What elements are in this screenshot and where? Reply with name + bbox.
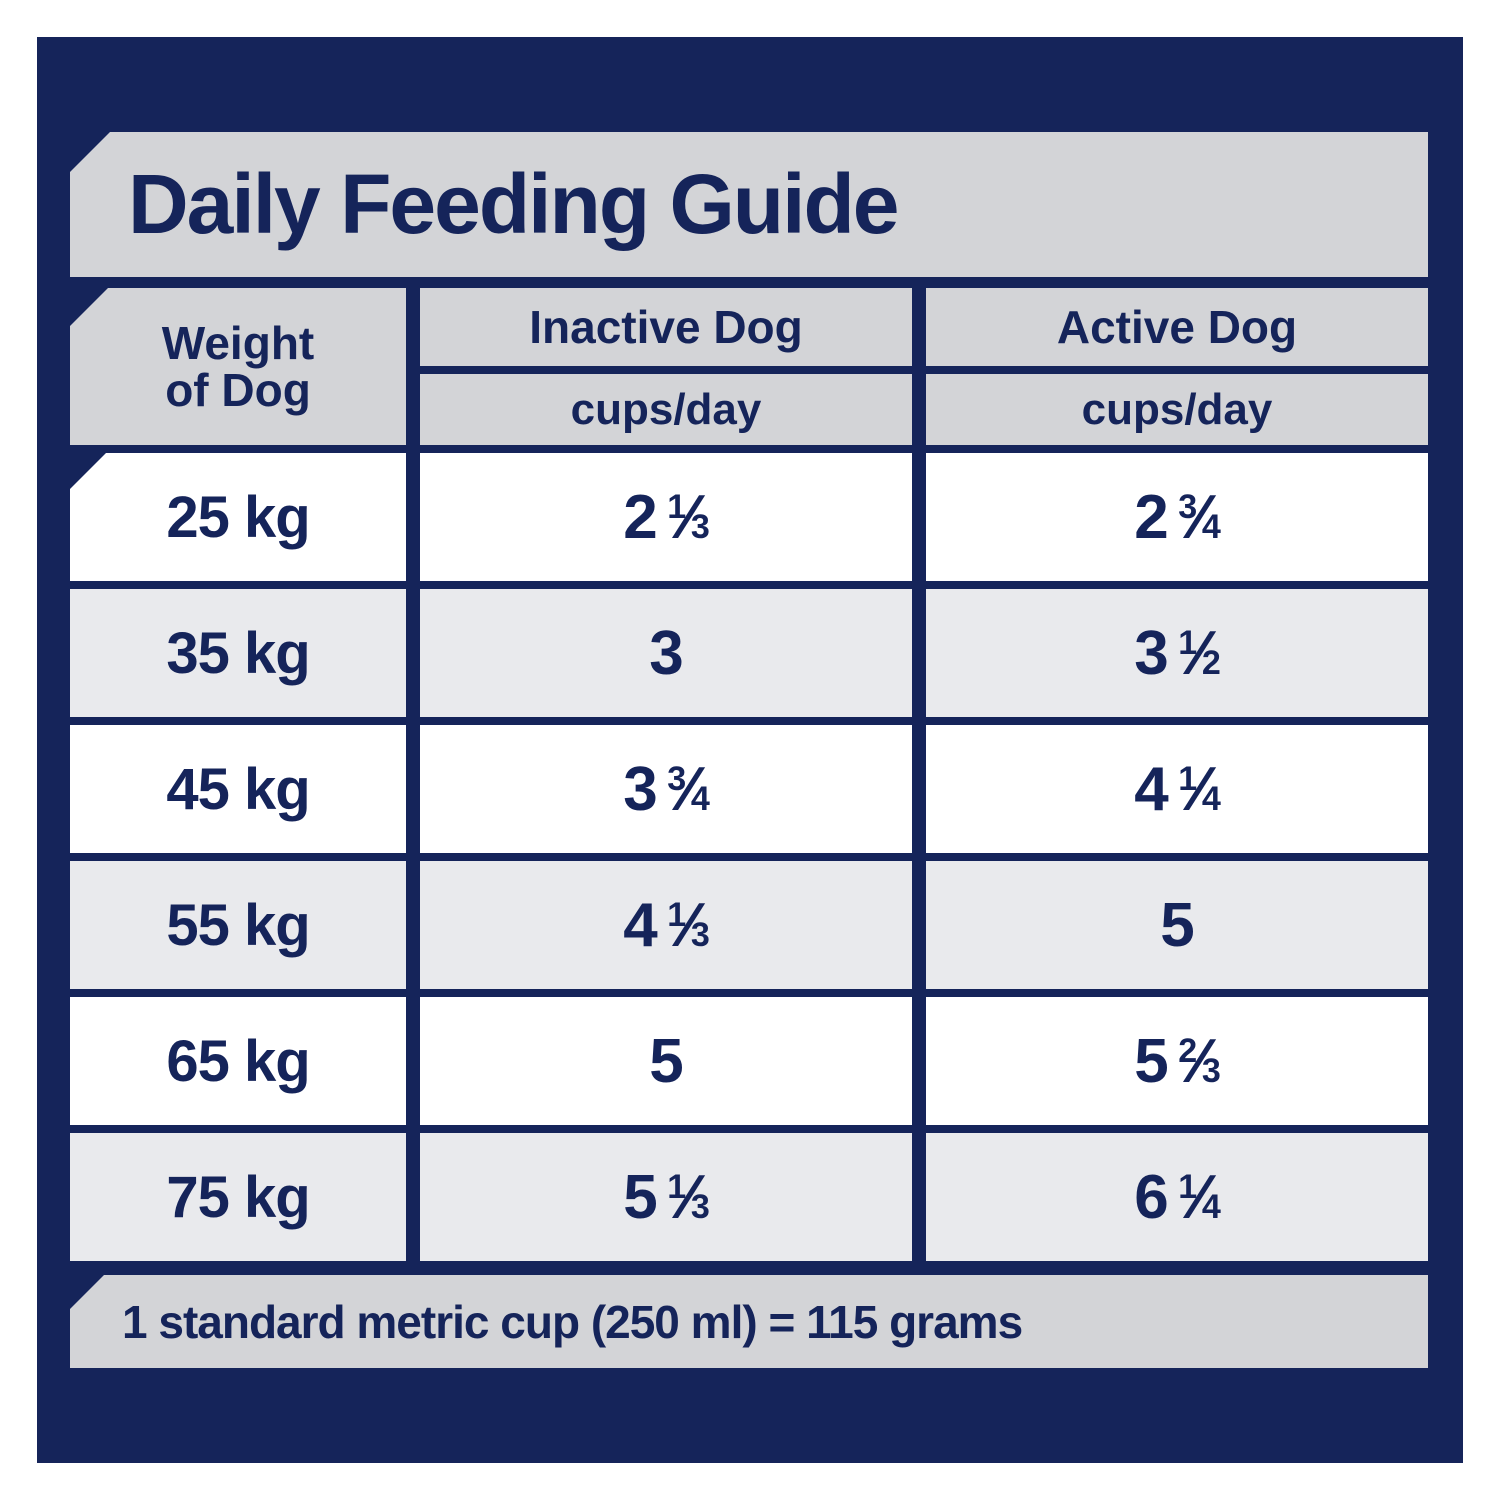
fraction-denominator: 4 [690, 779, 710, 818]
value-fraction: 2⁄3 [1178, 1026, 1221, 1097]
weight-of-dog-header: Weight of Dog [70, 288, 406, 445]
value-whole: 3 [649, 618, 683, 688]
weight-cell: 75 kg [70, 1133, 406, 1261]
value-fraction: 1⁄3 [667, 1162, 710, 1233]
value-whole: 4 [1134, 754, 1168, 824]
active-dog-header: Active Dog [926, 288, 1428, 366]
value-whole: 5 [649, 1026, 683, 1096]
inactive-value-cell: 4 1⁄3 [420, 861, 912, 989]
fraction-numerator: 1 [1178, 759, 1197, 798]
inactive-value-cell: 5⁄ [420, 997, 912, 1125]
value-fraction: 1⁄3 [667, 482, 710, 553]
inactive-value-cell: 5 1⁄3 [420, 1133, 912, 1261]
active-value-cell: 5 2⁄3 [926, 997, 1428, 1125]
value-fraction: 1⁄2 [1178, 618, 1221, 689]
value-fraction: 1⁄3 [667, 890, 710, 961]
active-unit-header: cups/day [926, 374, 1428, 445]
inactive-value-cell: 3⁄ [420, 589, 912, 717]
footnote-text: 1 standard metric cup (250 ml) = 115 gra… [122, 1295, 1023, 1348]
inactive-value-cell: 2 1⁄3 [420, 453, 912, 581]
value-whole: 5 [623, 1162, 657, 1232]
fraction-slash-icon: ⁄ [683, 890, 693, 960]
fraction-denominator: 3 [690, 1187, 710, 1226]
value-whole: 3 [623, 754, 657, 824]
fraction-slash-icon: ⁄ [1194, 1026, 1204, 1096]
fraction-numerator: 3 [1178, 487, 1197, 526]
fraction-numerator: 3 [667, 759, 686, 798]
fraction-slash-icon: ⁄ [1194, 482, 1204, 552]
weight-header-line2: of Dog [165, 363, 311, 416]
weight-cell: 35 kg [70, 589, 406, 717]
fraction-denominator: 2 [1201, 643, 1221, 682]
value-whole: 6 [1134, 1162, 1168, 1232]
fraction-slash-icon: ⁄ [683, 482, 693, 552]
fraction-slash-icon: ⁄ [1194, 754, 1204, 824]
inactive-value-cell: 3 3⁄4 [420, 725, 912, 853]
fraction-slash-icon: ⁄ [1194, 1162, 1204, 1232]
active-value-cell: 5⁄ [926, 861, 1428, 989]
weight-cell: 25 kg [70, 453, 406, 581]
value-fraction: 1⁄4 [1178, 1162, 1221, 1233]
fraction-denominator: 4 [1201, 1187, 1221, 1226]
weight-header-line1: Weight [161, 316, 315, 369]
active-value-cell: 4 1⁄4 [926, 725, 1428, 853]
value-fraction: 1⁄4 [1178, 754, 1221, 825]
active-value-cell: 6 1⁄4 [926, 1133, 1428, 1261]
footnote-banner: 1 standard metric cup (250 ml) = 115 gra… [70, 1275, 1428, 1368]
weight-cell: 45 kg [70, 725, 406, 853]
active-value-cell: 3 1⁄2 [926, 589, 1428, 717]
fraction-denominator: 4 [1201, 507, 1221, 546]
value-whole: 5 [1134, 1026, 1168, 1096]
value-whole: 5 [1160, 890, 1194, 960]
fraction-numerator: 2 [1178, 1031, 1197, 1070]
fraction-numerator: 1 [667, 1167, 686, 1206]
feeding-table: Weight of Dog Inactive Dog Active Dog cu… [70, 288, 1428, 1261]
feeding-guide-panel: Daily Feeding Guide Weight of Dog Inacti… [37, 37, 1463, 1463]
fraction-numerator: 1 [1178, 623, 1197, 662]
fraction-slash-icon: ⁄ [1194, 618, 1204, 688]
weight-cell: 65 kg [70, 997, 406, 1125]
fraction-denominator: 3 [1201, 1051, 1221, 1090]
value-whole: 2 [623, 482, 657, 552]
fraction-denominator: 4 [1201, 779, 1221, 818]
value-fraction: 3⁄4 [667, 754, 710, 825]
weight-cell: 55 kg [70, 861, 406, 989]
inactive-dog-header: Inactive Dog [420, 288, 912, 366]
value-fraction: 3⁄4 [1178, 482, 1221, 553]
fraction-denominator: 3 [690, 507, 710, 546]
inactive-unit-header: cups/day [420, 374, 912, 445]
fraction-numerator: 1 [667, 895, 686, 934]
fraction-slash-icon: ⁄ [683, 754, 693, 824]
title-banner: Daily Feeding Guide [70, 132, 1428, 277]
active-value-cell: 2 3⁄4 [926, 453, 1428, 581]
value-whole: 3 [1134, 618, 1168, 688]
fraction-numerator: 1 [1178, 1167, 1197, 1206]
fraction-slash-icon: ⁄ [683, 1162, 693, 1232]
value-whole: 4 [623, 890, 657, 960]
value-whole: 2 [1134, 482, 1168, 552]
fraction-denominator: 3 [690, 915, 710, 954]
page-title: Daily Feeding Guide [128, 157, 899, 251]
fraction-numerator: 1 [667, 487, 686, 526]
